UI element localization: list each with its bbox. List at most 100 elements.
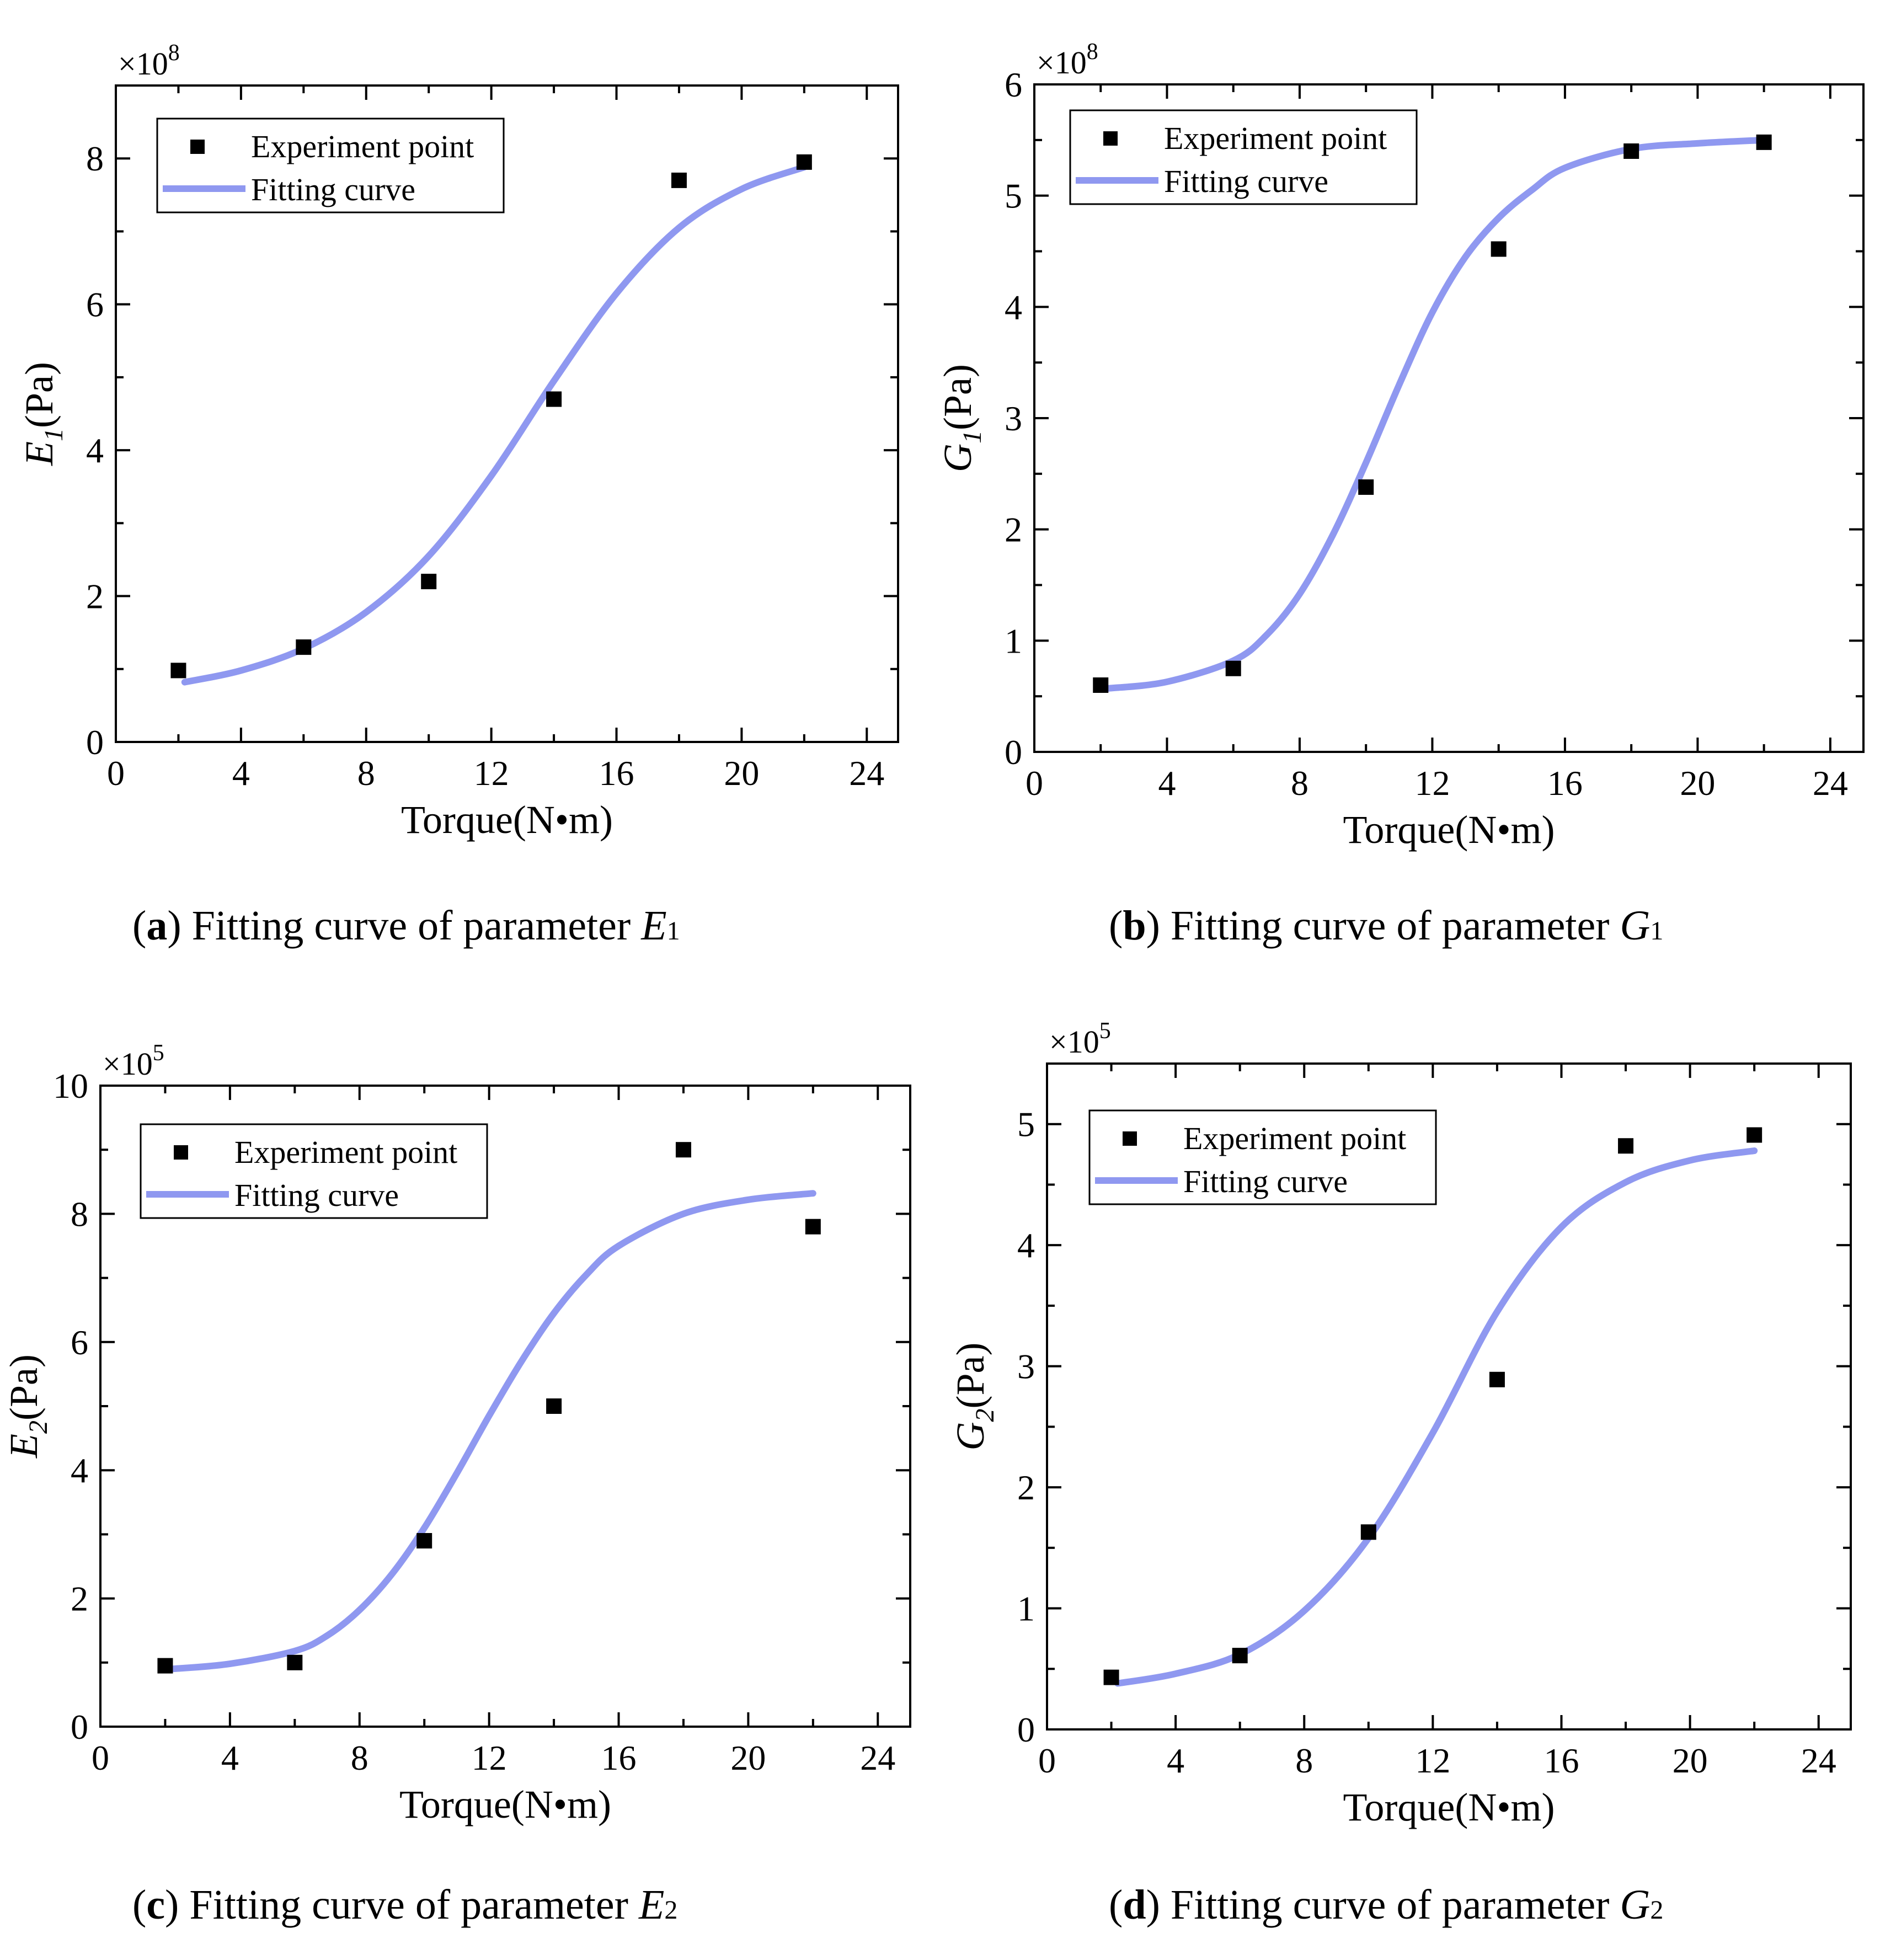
x-tick-label: 8 bbox=[357, 754, 375, 793]
x-tick-label: 8 bbox=[351, 1738, 368, 1777]
multiplier-base: ×10 bbox=[118, 46, 168, 82]
y-axis-unit: (Pa) bbox=[2, 1354, 46, 1420]
experiment-point bbox=[1491, 241, 1507, 257]
y-tick-label: 0 bbox=[1017, 1710, 1035, 1749]
caption-d: (d) Fitting curve of parameter G2 bbox=[1109, 1882, 1664, 1928]
x-axis-title: Torque(N•m) bbox=[401, 798, 613, 842]
caption-b: (b) Fitting curve of parameter G1 bbox=[1109, 902, 1664, 949]
experiment-point bbox=[805, 1219, 821, 1235]
x-tick-label: 24 bbox=[860, 1738, 895, 1777]
experiment-point bbox=[1489, 1371, 1505, 1387]
experiment-point bbox=[157, 1658, 173, 1674]
x-tick-label: 16 bbox=[1543, 1741, 1579, 1780]
plot-frame bbox=[115, 84, 899, 743]
x-tick-label: 12 bbox=[1414, 763, 1450, 803]
y-tick-label: 2 bbox=[1017, 1468, 1035, 1507]
multiplier-base: ×10 bbox=[103, 1046, 153, 1082]
x-tick-label: 20 bbox=[1673, 1741, 1708, 1780]
multiplier-exponent: 8 bbox=[168, 40, 180, 66]
panel-a-chart: 0 4 8 12 16 20 2402468×108Torque(N•m)E1(Pa)Exp… bbox=[17, 40, 899, 842]
x-tick-label: 0 bbox=[92, 1738, 109, 1777]
x-tick-label: 20 bbox=[730, 1738, 766, 1777]
x-tick-label: 0 bbox=[1038, 1741, 1056, 1780]
experiment-point bbox=[1747, 1127, 1762, 1143]
x-tick-label: 4 bbox=[232, 754, 250, 793]
y-axis-title: G1(Pa) bbox=[936, 364, 987, 472]
legend-label-curve: Fitting curve bbox=[1164, 163, 1328, 199]
y-axis-index: 2 bbox=[970, 1408, 1000, 1422]
x-tick-label: 4 bbox=[221, 1738, 239, 1777]
y-tick-label: 6 bbox=[86, 285, 104, 324]
y-axis-unit: (Pa) bbox=[948, 1343, 992, 1409]
y-tick-label: 10 bbox=[53, 1066, 88, 1105]
x-tick-label: 20 bbox=[724, 754, 759, 793]
axis-multiplier: ×108 bbox=[118, 40, 180, 82]
legend-box bbox=[1069, 109, 1418, 205]
experiment-point bbox=[296, 639, 312, 655]
experiment-point bbox=[287, 1654, 303, 1670]
legend-box bbox=[156, 118, 505, 213]
experiment-point bbox=[170, 663, 186, 679]
x-tick-label: 0 bbox=[107, 754, 125, 793]
x-tick-label: 16 bbox=[601, 1738, 637, 1777]
experiment-point bbox=[1360, 1524, 1376, 1540]
legend-point-marker bbox=[174, 1145, 188, 1160]
y-tick-label: 4 bbox=[71, 1451, 88, 1490]
y-tick-label: 3 bbox=[1017, 1347, 1035, 1386]
legend-label-curve: Fitting curve bbox=[1183, 1163, 1348, 1199]
fitting-curve-line bbox=[181, 164, 808, 686]
x-axis-title: Torque(N•m) bbox=[1343, 1785, 1555, 1829]
fitting-curve-line bbox=[1114, 1147, 1758, 1687]
experiment-point bbox=[1756, 134, 1772, 150]
y-tick-label: 0 bbox=[86, 723, 104, 762]
multiplier-base: ×10 bbox=[1037, 45, 1087, 81]
experiment-point bbox=[1225, 660, 1241, 676]
x-tick-label: 12 bbox=[474, 754, 509, 793]
y-tick-label: 4 bbox=[86, 431, 104, 470]
experiment-point bbox=[675, 1142, 691, 1158]
y-tick-label: 2 bbox=[86, 577, 104, 616]
y-tick-label: 1 bbox=[1005, 621, 1022, 660]
x-tick-label: 16 bbox=[1547, 763, 1583, 803]
x-tick-label: 4 bbox=[1167, 1741, 1184, 1780]
legend-box bbox=[140, 1123, 488, 1219]
y-axis-index: 2 bbox=[24, 1420, 53, 1434]
x-tick-label: 24 bbox=[1813, 763, 1848, 803]
experiment-point bbox=[421, 574, 437, 590]
experiment-point bbox=[1093, 677, 1109, 693]
caption-c: (c) Fitting curve of parameter E2 bbox=[132, 1882, 678, 1928]
multiplier-exponent: 5 bbox=[153, 1040, 164, 1066]
caption-a: (a) Fitting curve of parameter E1 bbox=[132, 902, 680, 949]
legend-label-curve: Fitting curve bbox=[234, 1177, 399, 1213]
experiment-point bbox=[1618, 1138, 1634, 1154]
y-tick-label: 6 bbox=[1005, 65, 1022, 104]
experiment-point bbox=[546, 1398, 562, 1414]
y-axis-unit: (Pa) bbox=[936, 364, 980, 430]
x-tick-label: 12 bbox=[472, 1738, 507, 1777]
legend-label-curve: Fitting curve bbox=[251, 172, 415, 207]
legend-point-marker bbox=[190, 140, 205, 154]
y-tick-label: 4 bbox=[1017, 1226, 1035, 1265]
experiment-point bbox=[1623, 143, 1639, 159]
y-tick-label: 0 bbox=[1005, 733, 1022, 772]
x-tick-label: 20 bbox=[1680, 763, 1715, 803]
x-tick-label: 0 bbox=[1026, 763, 1043, 803]
legend-point-marker bbox=[1103, 131, 1118, 146]
legend-label-points: Experiment point bbox=[234, 1134, 457, 1170]
fitting-curve-line bbox=[168, 1190, 816, 1673]
experiment-point bbox=[546, 391, 562, 407]
y-tick-label: 8 bbox=[86, 139, 104, 178]
axis-multiplier: ×105 bbox=[103, 1040, 164, 1082]
axis-multiplier: ×108 bbox=[1037, 39, 1098, 81]
x-tick-label: 24 bbox=[849, 754, 884, 793]
y-axis-symbol: E bbox=[2, 1434, 46, 1459]
experiment-point bbox=[1232, 1648, 1248, 1664]
x-tick-label: 16 bbox=[599, 754, 634, 793]
y-axis-title: E2(Pa) bbox=[2, 1354, 53, 1459]
y-tick-label: 5 bbox=[1017, 1105, 1035, 1144]
experiment-point bbox=[1103, 1669, 1119, 1685]
x-tick-label: 8 bbox=[1291, 763, 1308, 803]
y-axis-symbol: G bbox=[936, 444, 980, 472]
y-axis-symbol: E bbox=[17, 441, 61, 466]
legend-label-points: Experiment point bbox=[1183, 1120, 1406, 1156]
